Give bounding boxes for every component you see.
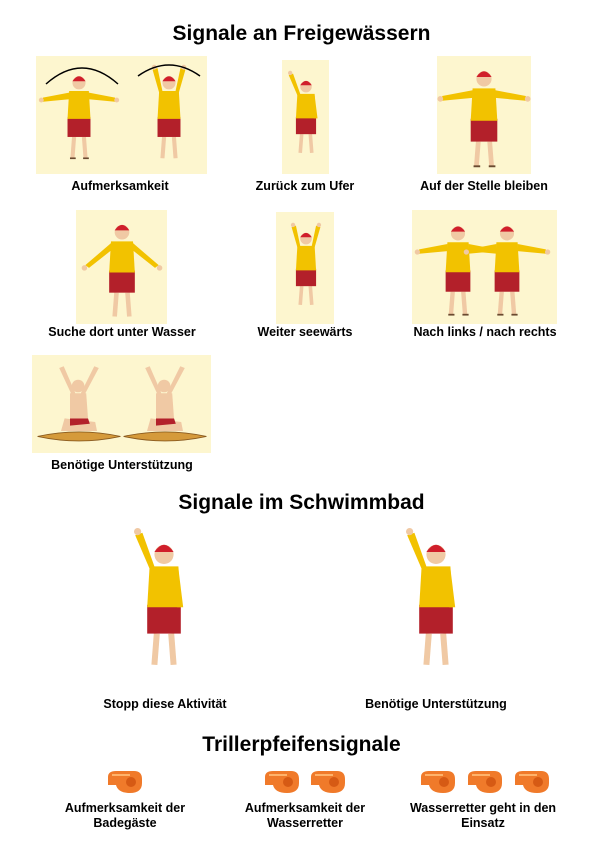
signal-caption: Stopp diese Aktivität	[103, 697, 227, 711]
signal-caption: Benötige Unterstützung	[51, 458, 193, 472]
lifeguard-figure	[270, 212, 342, 320]
motion-arc	[137, 64, 201, 77]
kneeling-figure	[34, 358, 124, 450]
lifeguard-figure	[76, 212, 168, 322]
signal-caption: Auf der Stelle bleiben	[420, 179, 548, 193]
signal-caption: Aufmerksamkeit der Wasserretter	[220, 801, 390, 831]
lifeguard-figure	[270, 60, 342, 168]
section-title-pool: Signale im Schwimmbad	[178, 491, 425, 514]
lifeguard-figure	[104, 525, 224, 675]
whistle-icon	[260, 767, 302, 797]
section-title-whistle: Trillerpfeifensignale	[202, 733, 401, 756]
whistle-icon	[463, 767, 505, 797]
signal-caption: Aufmerksamkeit	[71, 179, 169, 193]
lifeguard-figure	[436, 58, 532, 172]
lifeguard-figure	[376, 525, 496, 675]
motion-arc	[45, 67, 119, 85]
lifeguard-figure	[462, 214, 552, 320]
section-title-open-water: Signale an Freigewässern	[172, 22, 431, 45]
signal-caption: Aufmerksamkeit der Badegäste	[40, 801, 210, 831]
whistle-icon	[416, 767, 458, 797]
caption-line: Badegäste	[93, 816, 157, 830]
signal-caption: Zurück zum Ufer	[255, 179, 355, 193]
signal-caption: Wasserretter geht in den Einsatz	[388, 801, 578, 831]
kneeling-figure	[120, 358, 210, 450]
signal-caption: Weiter seewärts	[257, 325, 353, 339]
caption-line: Einsatz	[461, 816, 505, 830]
caption-line: Aufmerksamkeit der	[64, 801, 186, 815]
whistle-icon	[103, 767, 145, 797]
signal-caption: Benötige Unterstützung	[365, 697, 507, 711]
whistle-icon	[306, 767, 348, 797]
caption-line: Wasserretter	[267, 816, 343, 830]
signal-caption: Suche dort unter Wasser	[48, 325, 196, 339]
whistle-icon	[510, 767, 552, 797]
caption-line: Aufmerksamkeit der	[244, 801, 366, 815]
signal-caption: Nach links / nach rechts	[413, 325, 557, 339]
signal-image-left-right	[412, 210, 557, 324]
caption-line: Wasserretter geht in den	[409, 801, 557, 815]
